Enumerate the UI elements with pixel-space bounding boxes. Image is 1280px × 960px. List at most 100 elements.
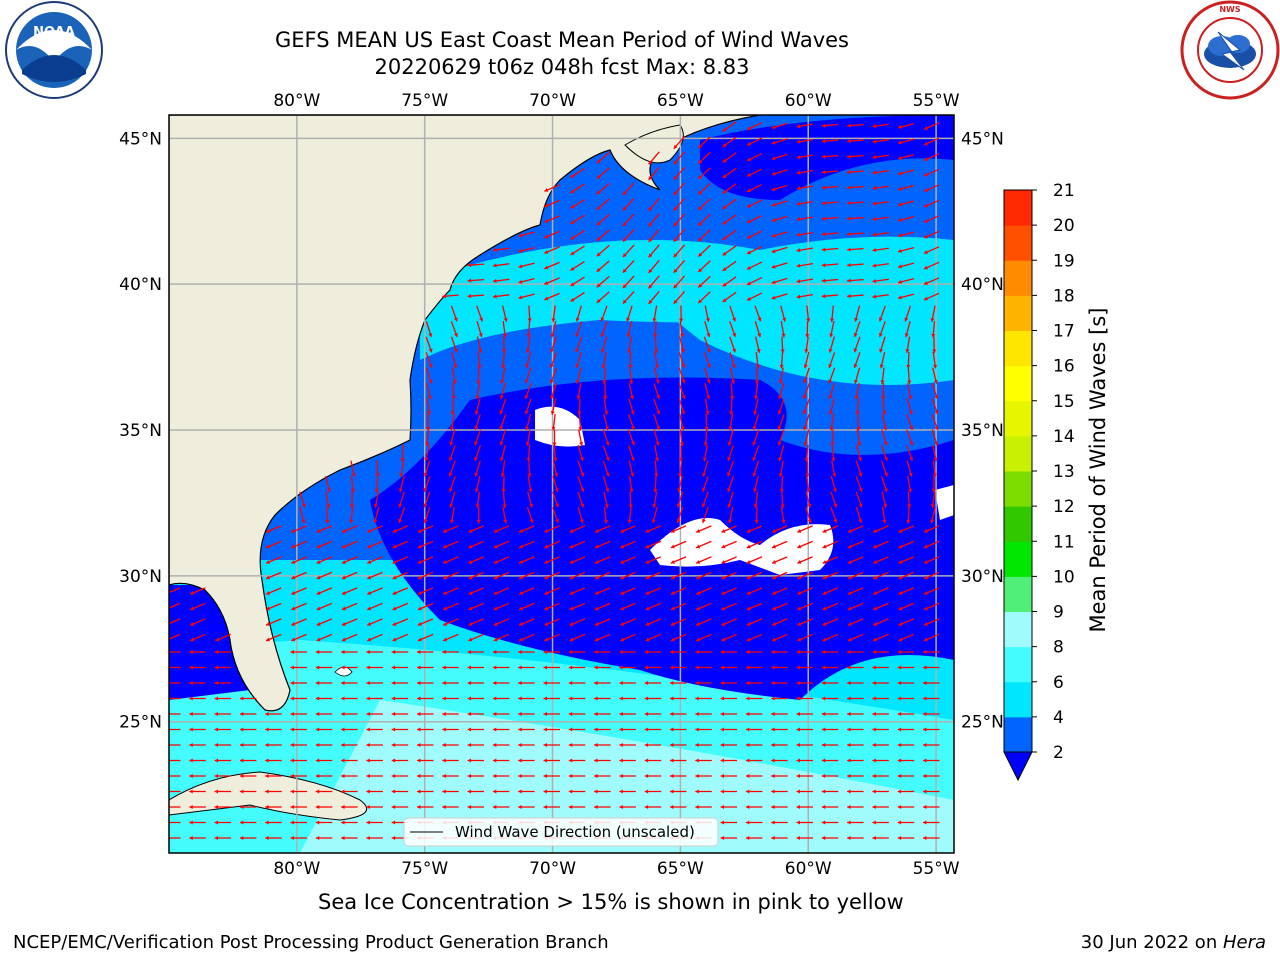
- wind-arrow-head: [326, 504, 331, 508]
- colorbar-tick-label: 17: [1053, 322, 1075, 342]
- wind-arrow-head: [778, 473, 783, 477]
- wind-arrow-head: [754, 380, 760, 384]
- wind-arrow-head: [391, 696, 396, 701]
- wind-arrow-head: [797, 544, 802, 549]
- wind-arrow-head: [477, 364, 482, 369]
- wind-arrow-head: [570, 173, 575, 178]
- wind-arrow-head: [568, 727, 573, 732]
- wind-arrow-head: [873, 560, 878, 564]
- lon-label-bottom: 70°W: [529, 859, 576, 879]
- wind-arrow-head: [722, 205, 727, 209]
- wind-arrow-head: [771, 773, 775, 779]
- wind-arrow-head: [594, 649, 598, 655]
- wind-arrow-head: [596, 221, 601, 226]
- colorbar-swatch: [1004, 295, 1032, 331]
- wind-arrow-head: [518, 680, 522, 686]
- wind-arrow-head: [720, 742, 725, 748]
- wind-arrow-head: [821, 804, 826, 810]
- wind-arrow-head: [467, 680, 472, 686]
- wind-arrow-head: [476, 380, 481, 384]
- wind-arrow-head: [290, 758, 294, 763]
- wind-arrow-head: [772, 637, 777, 642]
- wind-arrow-head: [524, 379, 529, 384]
- wind-arrow-head: [644, 711, 649, 717]
- colorbar-swatch: [1004, 716, 1032, 753]
- wind-arrow-head: [872, 789, 876, 794]
- wind-arrow-head: [189, 773, 193, 779]
- wind-arrow-head: [291, 560, 296, 564]
- wind-arrow-head: [596, 236, 601, 241]
- wind-arrow-head: [266, 529, 271, 533]
- wind-arrow-head: [341, 665, 345, 670]
- wind-arrow-head: [847, 820, 851, 825]
- colorbar-swatch: [1004, 435, 1032, 472]
- wind-arrow-head: [544, 637, 549, 642]
- wind-arrow-head: [493, 591, 498, 595]
- wind-arrow-head: [806, 488, 811, 493]
- wind-arrow-head: [570, 297, 575, 302]
- wind-arrow-head: [872, 139, 877, 144]
- wind-arrow-head: [499, 410, 504, 415]
- wind-arrow-head: [474, 410, 479, 415]
- wind-arrow-head: [771, 187, 776, 192]
- lon-label-top: 75°W: [401, 91, 448, 111]
- wind-arrow-head: [518, 233, 523, 238]
- wind-arrow-head: [796, 773, 800, 779]
- wind-arrow-head: [626, 333, 631, 338]
- wind-arrow-head: [757, 317, 762, 322]
- wind-arrow-head: [872, 820, 876, 825]
- wind-arrow-head: [644, 665, 649, 670]
- wind-arrow-head: [391, 711, 396, 717]
- wind-arrow-head: [239, 835, 244, 841]
- wind-arrow-head: [923, 606, 928, 611]
- wind-arrow-head: [828, 410, 833, 415]
- wind-arrow-head: [603, 396, 608, 400]
- wind-arrow-head: [847, 170, 851, 175]
- wind-arrow-head: [594, 606, 599, 611]
- wind-arrow-head: [782, 317, 787, 322]
- wind-arrow-head: [747, 188, 751, 193]
- wind-arrow-head: [898, 202, 902, 207]
- wind-arrow-head: [645, 622, 650, 626]
- wind-arrow-head: [366, 758, 370, 763]
- wind-arrow-head: [648, 299, 653, 304]
- wind-arrow-head: [645, 544, 650, 549]
- wind-arrow-head: [670, 711, 674, 717]
- wind-arrow-head: [702, 472, 707, 477]
- colorbar-tick-label: 14: [1053, 427, 1075, 447]
- wind-arrow-head: [778, 380, 783, 384]
- wind-arrow-head: [265, 727, 269, 732]
- wind-arrow-head: [629, 380, 634, 384]
- wind-arrow-head: [619, 680, 623, 686]
- wind-arrow-head: [605, 472, 610, 477]
- wind-arrow-head: [290, 773, 294, 779]
- wind-arrow-head: [214, 711, 219, 717]
- wind-arrow-head: [594, 789, 598, 794]
- wind-arrow-head: [923, 529, 928, 533]
- wind-arrow-head: [897, 649, 902, 655]
- wind-arrow-head: [847, 649, 851, 655]
- wind-arrow-head: [341, 680, 345, 686]
- wind-arrow-head: [367, 544, 372, 549]
- wind-arrow-head: [873, 637, 878, 642]
- wind-arrow-head: [426, 411, 431, 415]
- wind-arrow-head: [594, 804, 598, 810]
- wind-arrow-head: [872, 185, 877, 191]
- wind-arrow-head: [570, 235, 575, 240]
- wind-arrow-head: [898, 575, 903, 580]
- wind-arrow-head: [189, 727, 193, 732]
- wind-arrow-head: [673, 144, 678, 149]
- wind-arrow-head: [747, 250, 751, 255]
- wind-arrow-head: [543, 773, 547, 779]
- wind-arrow-head: [905, 349, 910, 353]
- wind-arrow-head: [631, 441, 635, 446]
- wind-arrow-head: [349, 504, 355, 508]
- wind-arrow-head: [190, 622, 195, 626]
- wind-arrow-head: [722, 158, 727, 163]
- wind-arrow-head: [341, 575, 346, 580]
- wind-arrow-head: [923, 820, 927, 825]
- wind-arrow-head: [452, 380, 457, 384]
- wind-arrow-head: [698, 175, 703, 180]
- wind-arrow-head: [720, 727, 725, 732]
- wind-arrow-head: [898, 637, 903, 642]
